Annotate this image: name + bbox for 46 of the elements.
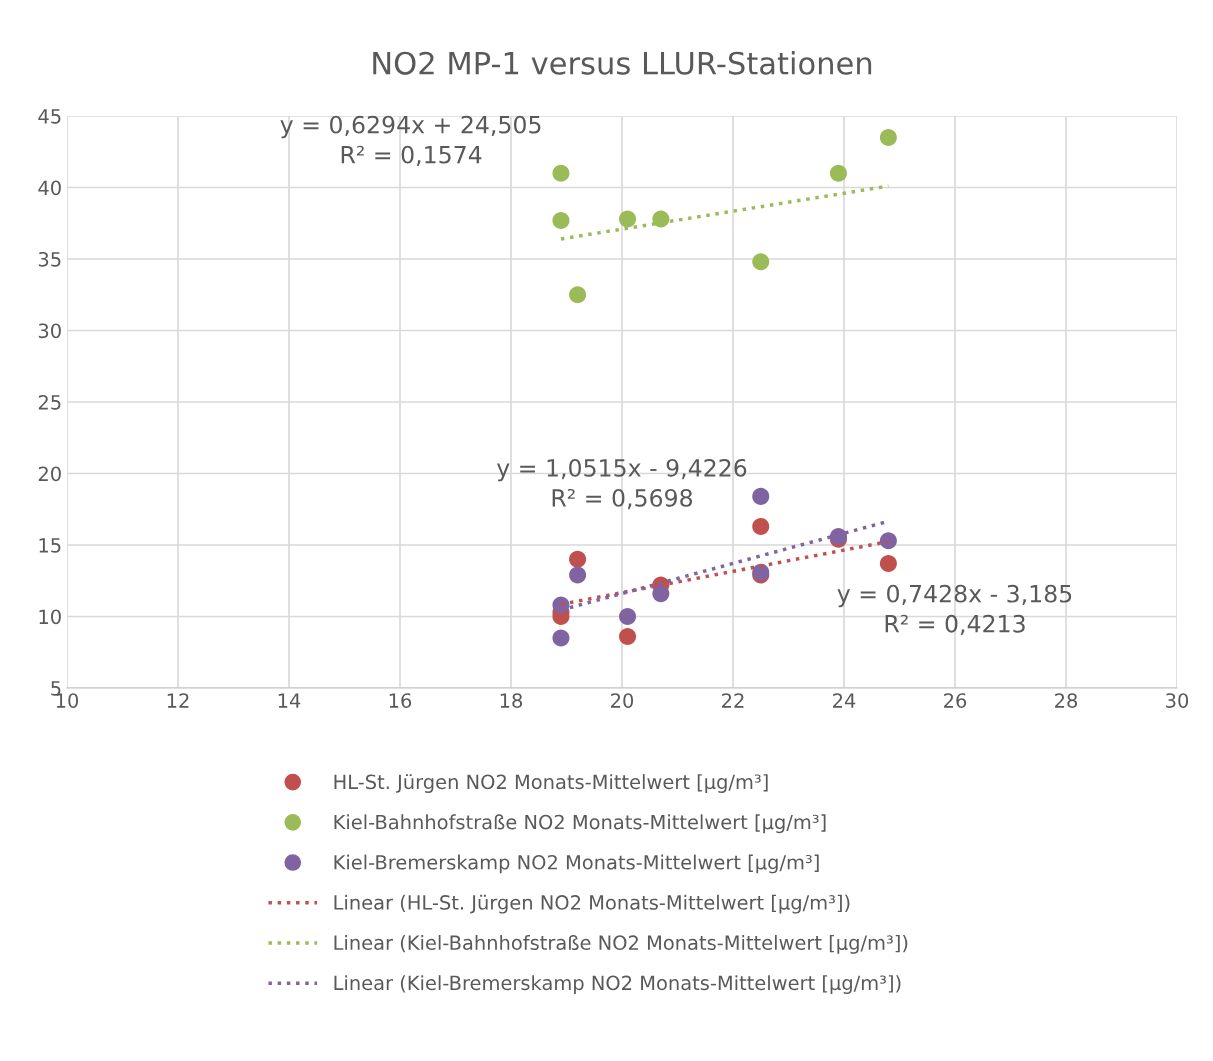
x-tick-label: 28	[1055, 693, 1078, 708]
y-tick-label: 20	[38, 466, 61, 482]
point	[552, 211, 570, 229]
point	[829, 164, 847, 182]
point	[879, 555, 897, 573]
annotation: y = 0,7428x - 3,185 R² = 0,4213	[837, 584, 1072, 636]
x-tick-label: 20	[611, 693, 634, 708]
annotation: y = 0,6294x + 24,505 R² = 0,1574	[280, 115, 541, 167]
legend-label: Linear (Kiel-Bahnhofstraße NO2 Monats-Mittelwert [µg/m³])	[334, 934, 908, 954]
annotation: y = 1,0515x - 9,4226 R² = 0,5698	[496, 458, 747, 510]
point	[619, 607, 637, 626]
point	[752, 517, 770, 535]
x-tick-label: 30	[1166, 693, 1189, 708]
legend-label: Linear (Kiel-Bremerskamp NO2 Monats-Mittelwert [µg/m³])	[334, 975, 901, 994]
legend-label: HL-St. Jürgen NO2 Monats-Mittelwert [µg/m³]	[334, 774, 768, 793]
y-tick-label: 25	[38, 394, 61, 410]
point	[569, 550, 587, 568]
x-tick-label: 24	[833, 693, 856, 708]
x-tick-label: 12	[167, 693, 189, 708]
legend-label: Kiel-Bahnhofstraße NO2 Monats-Mittelwert [µg/m³]	[334, 814, 826, 834]
point	[552, 164, 570, 182]
y-tick-label: 35	[38, 251, 61, 267]
point	[619, 210, 637, 228]
point	[879, 532, 897, 550]
x-tick-label: 14	[278, 693, 301, 708]
y-tick-label: 30	[38, 323, 61, 339]
y-tick-label: 45	[38, 109, 61, 124]
x-tick-label: 18	[500, 693, 523, 708]
legend-label: Kiel-Bremerskamp NO2 Monats-Mittelwert [µg/m³]	[334, 854, 819, 874]
point	[652, 585, 670, 603]
legend-label: Linear (HL-St. Jürgen NO2 Monats-Mittelwert [µg/m³])	[334, 894, 850, 914]
point	[879, 128, 897, 146]
y-tick-label: 40	[38, 180, 61, 196]
y-tick-label: 15	[39, 538, 61, 553]
point	[552, 629, 570, 647]
x-tick-label: 22	[722, 693, 744, 708]
y-tick-label: 10	[39, 609, 61, 625]
point	[569, 286, 587, 304]
x-tick-label: 26	[944, 693, 967, 708]
point	[569, 566, 587, 584]
point	[619, 628, 637, 646]
chart-title: NO2 MP-1 versus LLUR-Stationen	[373, 51, 872, 75]
x-tick-label: 16	[389, 693, 412, 708]
point	[752, 487, 770, 505]
point	[752, 253, 770, 271]
point	[652, 210, 670, 228]
